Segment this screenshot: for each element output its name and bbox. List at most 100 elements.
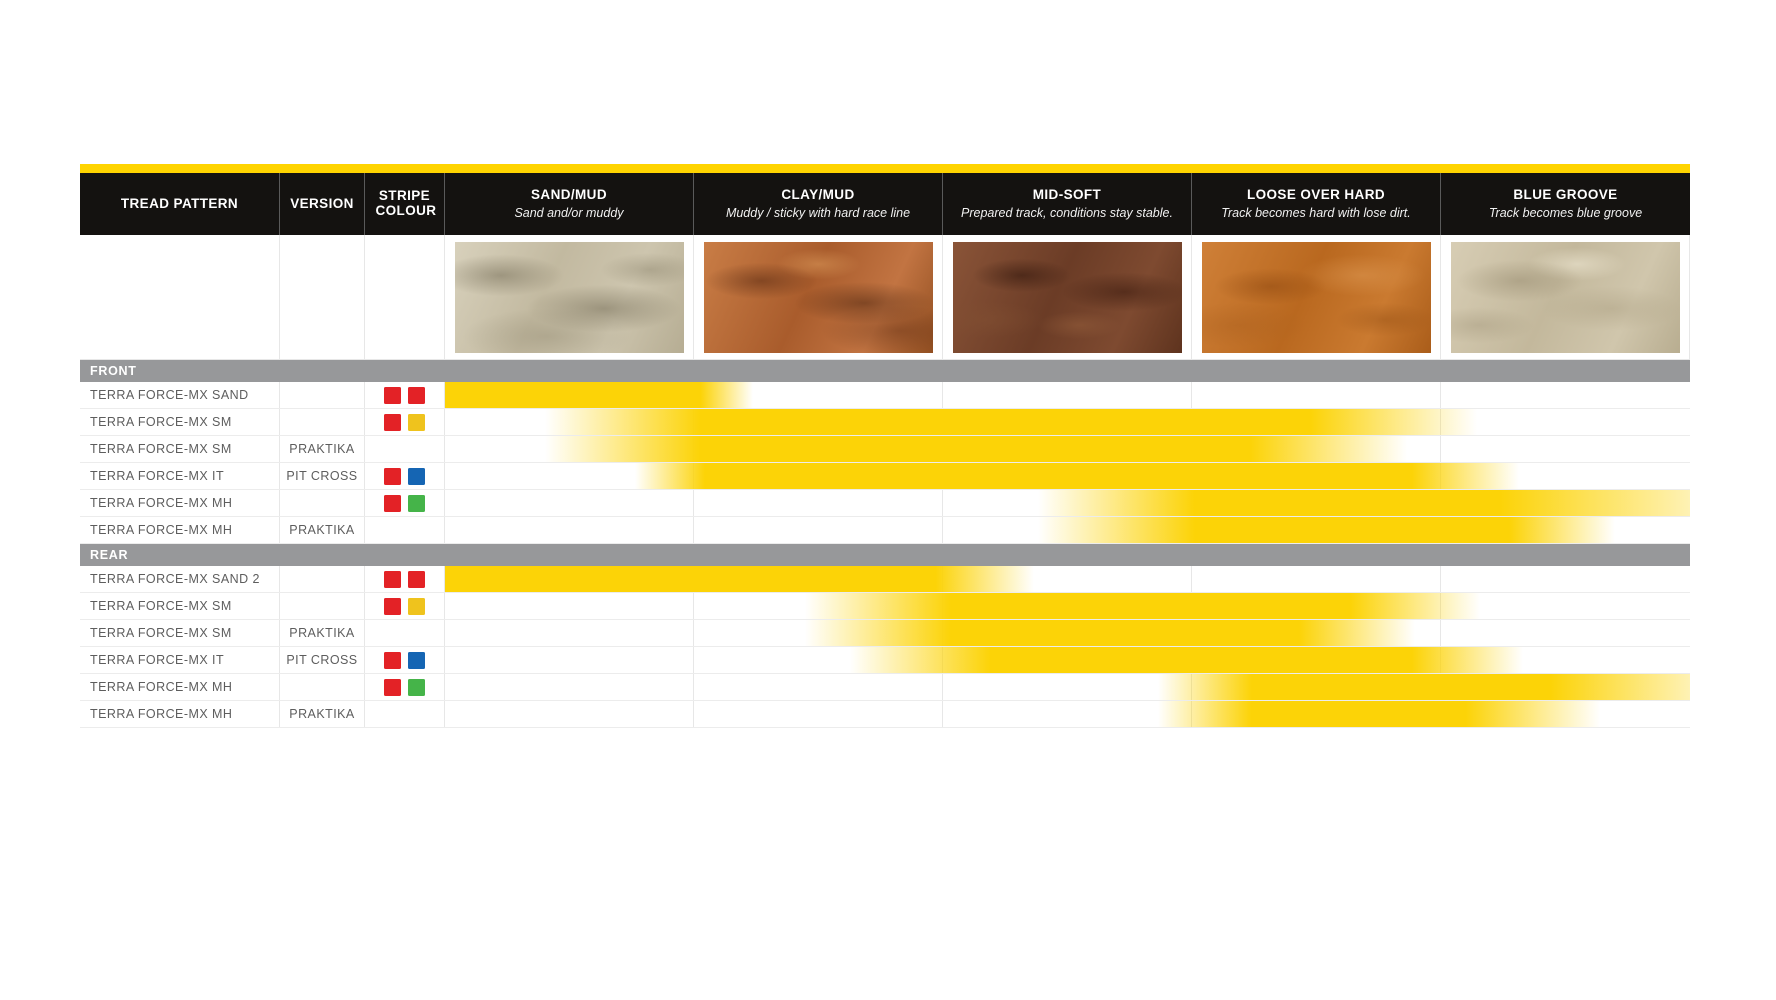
accent-stripe <box>80 164 1690 173</box>
column-title: LOOSE OVER HARD <box>1246 186 1385 202</box>
version-cell: PIT CROSS <box>280 463 365 489</box>
version-cell: PRAKTIKA <box>280 620 365 646</box>
row-grid: TERRA FORCE-MX MH PRAKTIKA <box>80 517 1690 543</box>
terrain-cell <box>943 566 1192 592</box>
stripe-colour-cell <box>365 382 445 408</box>
row-grid: TERRA FORCE-MX SAND 2 <box>80 566 1690 592</box>
suitability-bar <box>1158 701 1601 727</box>
terrain-cell <box>943 382 1192 408</box>
terrain-cell <box>1192 566 1441 592</box>
section-header-rear: REAR <box>80 544 1690 566</box>
stripe-colour-cell <box>365 620 445 646</box>
column-header-blue_groove: BLUE GROOVE Track becomes blue groove <box>1441 173 1690 235</box>
stripe-colour-cell <box>365 463 445 489</box>
table-row: TERRA FORCE-MX MH <box>80 674 1690 701</box>
suitability-bar <box>1158 674 1690 700</box>
column-header-version: VERSION <box>280 173 365 235</box>
version-cell: PRAKTIKA <box>280 517 365 543</box>
tread-pattern-cell: TERRA FORCE-MX SM <box>80 593 280 619</box>
version-cell <box>280 490 365 516</box>
red-stripe-swatch <box>384 467 401 485</box>
table-row: TERRA FORCE-MX SM PRAKTIKA <box>80 620 1690 647</box>
column-header-mid_soft: MID-SOFT Prepared track, conditions stay … <box>943 173 1192 235</box>
loose-over-hard-texture <box>1201 241 1431 353</box>
empty-cell <box>280 235 365 360</box>
suitability-bar <box>544 409 1478 435</box>
column-subtitle: Sand and/or muddy <box>514 205 624 220</box>
terrain-cell <box>445 620 694 646</box>
blue-stripe-swatch <box>408 651 425 669</box>
red-stripe-swatch <box>384 651 401 669</box>
row-grid: TERRA FORCE-MX MH <box>80 490 1690 516</box>
clay-mud-texture <box>703 241 933 353</box>
stripe-colour-cell <box>365 409 445 435</box>
terrain-cell <box>694 490 943 516</box>
empty-cell <box>365 235 445 360</box>
tread-pattern-cell: TERRA FORCE-MX SM <box>80 409 280 435</box>
column-title: BLUE GROOVE <box>1513 186 1618 202</box>
section-label: FRONT <box>90 364 137 378</box>
section-header-front: FRONT <box>80 360 1690 382</box>
suitability-lane <box>445 409 1690 435</box>
tread-pattern-cell: TERRA FORCE-MX MH <box>80 490 280 516</box>
green-stripe-swatch <box>408 494 425 512</box>
terrain-cell <box>445 701 694 727</box>
sand-mud-texture <box>454 241 684 353</box>
suitability-lane <box>445 436 1690 462</box>
red-stripe-swatch <box>384 494 401 512</box>
column-title: VERSION <box>290 195 354 211</box>
terrain-cell <box>445 647 694 673</box>
column-subtitle: Track becomes hard with lose dirt. <box>1221 205 1411 220</box>
stripe-colour-cell <box>365 674 445 700</box>
row-grid: TERRA FORCE-MX SM PRAKTIKA <box>80 436 1690 462</box>
suitability-lane <box>445 701 1690 727</box>
terrain-cell <box>1192 620 1441 646</box>
table-row: TERRA FORCE-MX SAND <box>80 382 1690 409</box>
terrain-cell <box>1192 382 1441 408</box>
suitability-lane <box>445 490 1690 516</box>
column-subtitle: Muddy / sticky with hard race line <box>725 205 911 220</box>
table-row: TERRA FORCE-MX IT PIT CROSS <box>80 647 1690 674</box>
tread-pattern-cell: TERRA FORCE-MX SM <box>80 620 280 646</box>
table-row: TERRA FORCE-MX SM PRAKTIKA <box>80 436 1690 463</box>
column-title: TREAD PATTERN <box>120 195 239 211</box>
suitability-bar <box>1037 490 1690 516</box>
table-row: TERRA FORCE-MX SAND 2 <box>80 566 1690 593</box>
suitability-lane <box>445 463 1690 489</box>
column-title: STRIPE COLOUR <box>375 188 437 218</box>
table-body: FRONT TERRA FORCE-MX SAND TERRA FORCE-MX S… <box>80 360 1690 728</box>
version-cell <box>280 409 365 435</box>
table-header-row: TREAD PATTERN VERSION STRIPE COLOUR SAND/MU… <box>80 173 1690 235</box>
column-subtitle: Track becomes blue groove <box>1488 205 1643 220</box>
row-grid: TERRA FORCE-MX SM PRAKTIKA <box>80 620 1690 646</box>
suitability-bar <box>804 593 1480 619</box>
suitability-bar <box>544 436 1408 462</box>
section-label: REAR <box>90 548 129 562</box>
suitability-lane <box>445 647 1690 673</box>
tread-pattern-cell: TERRA FORCE-MX SAND 2 <box>80 566 280 592</box>
version-cell <box>280 382 365 408</box>
suitability-bar <box>1037 517 1616 543</box>
column-header-sand_mud: SAND/MUD Sand and/or muddy <box>445 173 694 235</box>
stripe-colour-cell <box>365 566 445 592</box>
column-subtitle: Prepared track, conditions stay stable. <box>961 205 1173 220</box>
empty-cell <box>80 235 280 360</box>
tread-pattern-cell: TERRA FORCE-MX SM <box>80 436 280 462</box>
red-stripe-swatch <box>384 570 401 588</box>
tread-pattern-cell: TERRA FORCE-MX MH <box>80 701 280 727</box>
stripe-colour-cell <box>365 647 445 673</box>
mid-soft-texture <box>952 241 1182 353</box>
tread-pattern-cell: TERRA FORCE-MX IT <box>80 463 280 489</box>
terrain-cell <box>694 382 943 408</box>
table-row: TERRA FORCE-MX MH PRAKTIKA <box>80 701 1690 728</box>
stripe-colour-cell <box>365 701 445 727</box>
stripe-colour-cell <box>365 593 445 619</box>
table-row: TERRA FORCE-MX IT PIT CROSS <box>80 463 1690 490</box>
column-header-stripe: STRIPE COLOUR <box>365 173 445 235</box>
terrain-photo-cell <box>1192 235 1441 360</box>
column-header-clay_mud: CLAY/MUD Muddy / sticky with hard race li… <box>694 173 943 235</box>
terrain-texture-row <box>80 235 1690 360</box>
table-row: TERRA FORCE-MX MH PRAKTIKA <box>80 517 1690 544</box>
suitability-bar <box>445 382 753 408</box>
suitability-lane <box>445 620 1690 646</box>
